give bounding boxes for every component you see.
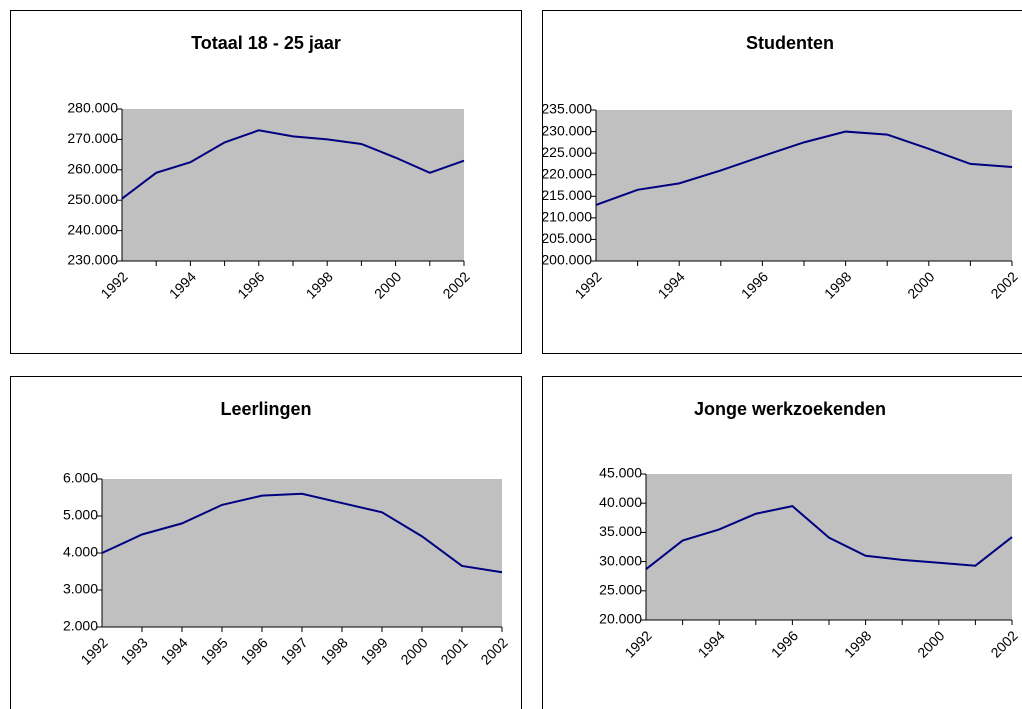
plot-area bbox=[646, 474, 1012, 620]
y-tick-label: 280.000 bbox=[67, 100, 118, 116]
chart-title: Studenten bbox=[746, 33, 834, 53]
y-tick-label: 35.000 bbox=[599, 523, 642, 539]
y-tick-label: 220.000 bbox=[541, 165, 592, 181]
plot-area bbox=[596, 110, 1012, 261]
y-tick-label: 5.000 bbox=[63, 507, 98, 523]
y-tick-label: 270.000 bbox=[67, 130, 118, 146]
y-tick-label: 235.000 bbox=[541, 101, 592, 117]
y-tick-label: 4.000 bbox=[63, 544, 98, 560]
data-line bbox=[101, 492, 503, 574]
chart-title: Jonge werkzoekenden bbox=[694, 399, 886, 419]
data-line bbox=[121, 129, 465, 200]
y-tick-label: 30.000 bbox=[599, 552, 642, 568]
y-tick-label: 250.000 bbox=[67, 191, 118, 207]
y-tick-label: 205.000 bbox=[541, 230, 592, 246]
y-tick-label: 200.000 bbox=[541, 252, 592, 268]
y-tick-label: 2.000 bbox=[63, 618, 98, 634]
y-tick-label: 225.000 bbox=[541, 144, 592, 160]
y-tick-label: 230.000 bbox=[541, 122, 592, 138]
y-tick-label: 20.000 bbox=[599, 611, 642, 627]
y-tick-label: 25.000 bbox=[599, 582, 642, 598]
data-line bbox=[645, 505, 1013, 570]
y-tick-label: 45.000 bbox=[599, 465, 642, 481]
plot-area bbox=[122, 109, 464, 261]
data-line bbox=[595, 130, 1013, 206]
chart-title: Leerlingen bbox=[220, 399, 311, 419]
chart-title: Totaal 18 - 25 jaar bbox=[191, 33, 341, 53]
plot-area bbox=[102, 479, 502, 627]
y-tick-label: 260.000 bbox=[67, 161, 118, 177]
y-tick-label: 3.000 bbox=[63, 581, 98, 597]
y-tick-label: 210.000 bbox=[541, 209, 592, 225]
y-tick-label: 240.000 bbox=[67, 221, 118, 237]
y-tick-label: 230.000 bbox=[67, 252, 118, 268]
y-tick-label: 6.000 bbox=[63, 470, 98, 486]
y-tick-label: 40.000 bbox=[599, 494, 642, 510]
y-tick-label: 215.000 bbox=[541, 187, 592, 203]
